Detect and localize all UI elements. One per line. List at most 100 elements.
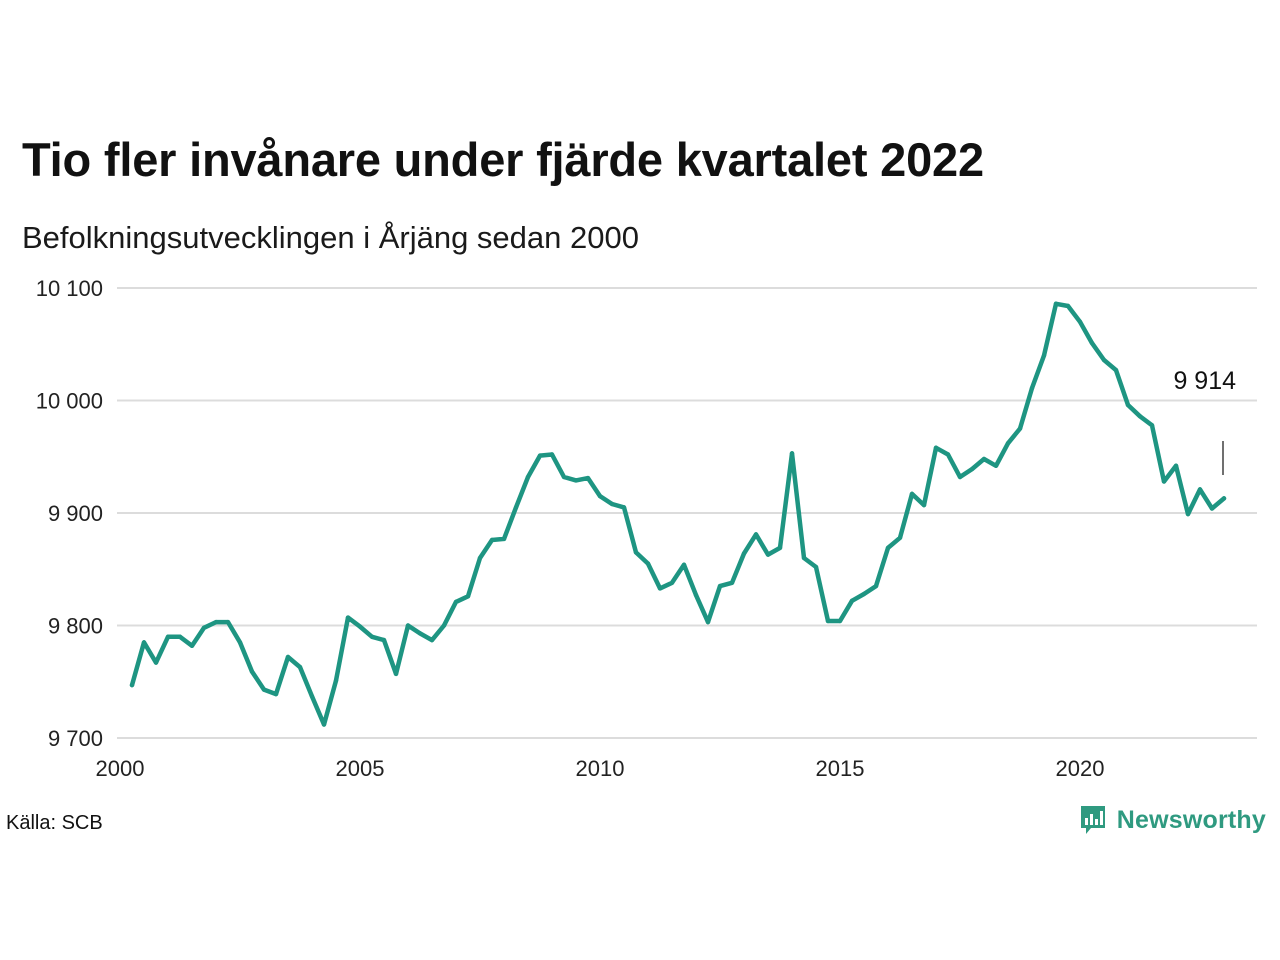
data-point — [501, 536, 507, 542]
y-tick-label: 10 000 — [36, 389, 103, 414]
data-point — [1017, 426, 1023, 431]
data-point — [597, 493, 603, 499]
data-point — [357, 624, 363, 629]
y-tick-label: 9 900 — [48, 501, 103, 526]
brand-name: Newsworthy — [1116, 805, 1266, 834]
data-point — [621, 505, 627, 510]
data-point — [513, 505, 519, 510]
data-point — [897, 535, 903, 540]
x-tick-label: 2000 — [96, 756, 145, 781]
data-point — [921, 502, 927, 508]
data-point — [957, 474, 963, 480]
data-point — [585, 475, 591, 481]
data-point — [813, 564, 819, 570]
data-point — [741, 551, 747, 556]
data-point — [873, 583, 879, 589]
data-point — [1077, 319, 1083, 324]
data-point — [1137, 414, 1143, 419]
data-point — [933, 445, 939, 450]
data-point — [201, 625, 207, 630]
data-point — [1185, 511, 1191, 517]
data-point — [993, 463, 999, 468]
data-point — [489, 537, 495, 543]
data-point — [645, 561, 651, 566]
data-point — [405, 623, 411, 628]
source-note: Källa: SCB — [6, 812, 103, 834]
data-point — [1149, 423, 1155, 428]
data-point — [777, 545, 783, 551]
data-point — [177, 634, 183, 639]
data-point — [1113, 367, 1119, 373]
data-point — [861, 591, 867, 597]
data-point — [609, 501, 615, 507]
data-point — [465, 594, 471, 599]
data-point — [909, 491, 915, 497]
data-point — [381, 637, 387, 643]
data-point — [801, 555, 807, 561]
chart-title: Tio fler invånare under fjärde kvartalet… — [22, 133, 984, 186]
data-point — [537, 453, 543, 458]
plot-area — [129, 301, 1227, 727]
data-point — [1161, 479, 1167, 484]
x-axis: 2000 2005 2010 2015 2020 — [96, 756, 1105, 781]
y-axis: 9 700 9 800 9 900 10 000 10 100 — [36, 276, 103, 751]
data-point — [753, 532, 759, 537]
series-line — [129, 301, 1227, 727]
data-point — [681, 562, 687, 567]
brand-logo: Newsworthy — [1079, 804, 1266, 836]
data-point — [333, 678, 339, 683]
data-point — [1209, 506, 1215, 511]
data-point — [669, 580, 675, 585]
data-point — [165, 634, 171, 639]
data-point — [1089, 340, 1095, 346]
data-point — [345, 615, 351, 620]
data-point — [657, 586, 663, 591]
data-point — [309, 694, 315, 699]
data-point — [945, 452, 951, 457]
data-point — [321, 722, 327, 727]
data-point — [249, 669, 255, 674]
data-point — [213, 619, 219, 625]
chart-subtitle: Befolkningsutvecklingen i Årjäng sedan 2… — [22, 220, 639, 255]
x-tick-label: 2005 — [336, 756, 385, 781]
data-point — [225, 619, 231, 625]
data-point — [477, 555, 483, 561]
data-point — [1053, 301, 1059, 306]
x-tick-label: 2015 — [816, 756, 865, 781]
data-point — [237, 640, 243, 645]
data-point — [141, 640, 147, 645]
data-point — [129, 682, 135, 688]
y-tick-label: 10 100 — [36, 276, 103, 301]
data-point — [1173, 463, 1179, 468]
data-point — [261, 687, 267, 692]
y-tick-label: 9 800 — [48, 614, 103, 639]
annotation-label: 9 914 — [1173, 367, 1236, 395]
data-point — [549, 452, 555, 457]
data-point — [273, 691, 279, 697]
data-point — [369, 634, 375, 639]
annotation: 9 914 — [1173, 367, 1236, 475]
data-point — [441, 623, 447, 628]
data-point — [705, 619, 711, 625]
data-point — [1101, 357, 1107, 363]
data-point — [153, 660, 159, 665]
data-point — [1041, 353, 1047, 358]
data-point — [717, 583, 723, 589]
data-point — [189, 643, 195, 648]
data-point — [825, 618, 831, 624]
data-point — [849, 598, 855, 603]
data-point — [297, 664, 303, 670]
y-tick-label: 9 700 — [48, 726, 103, 751]
data-point — [1065, 303, 1071, 309]
data-point — [885, 545, 891, 551]
data-point — [981, 456, 987, 462]
data-point — [729, 580, 735, 585]
x-tick-label: 2020 — [1056, 756, 1105, 781]
data-point — [633, 550, 639, 555]
newsworthy-logo-icon — [1080, 806, 1105, 834]
data-point — [429, 637, 435, 643]
data-point — [561, 474, 567, 480]
data-point — [837, 618, 843, 624]
data-point — [417, 631, 423, 636]
